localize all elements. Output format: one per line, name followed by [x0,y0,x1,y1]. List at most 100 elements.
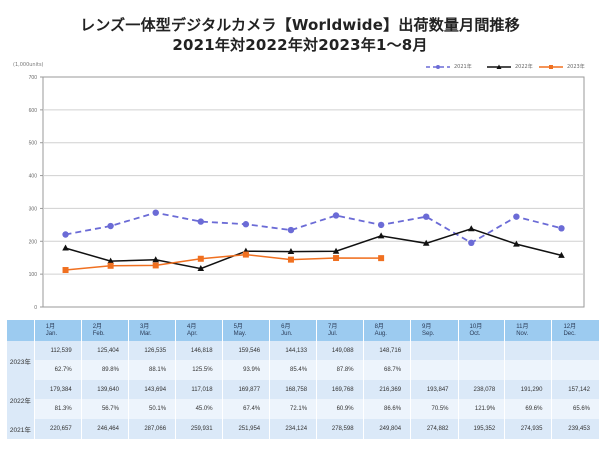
table-row-2023-pct: 62.7% 89.8% 88.1% 125.5% 93.9% 85.4% 87.8% 68.7… [7,360,600,380]
cell-2021-value: 251,954 [222,419,271,439]
cell-2023-value: 112,539 [34,341,82,360]
month-header-1: 1月 Jan. [34,320,82,341]
y-axis-unit-label: (1,000units) [13,62,44,68]
cell-2023-pct [458,360,506,380]
line-chart: 0 100 200 300 400 500 600 700 [29,75,585,311]
y-tick-label: 200 [29,239,38,245]
data-point-2022 [62,244,69,251]
cell-2022-value: 216,369 [363,380,412,399]
month-header-en: Nov. [516,330,529,337]
data-point-2021 [377,221,385,229]
month-header-en: Sep. [422,330,435,337]
plot-area [42,76,585,308]
month-header-en: Jun. [281,330,293,337]
cell-2021-value: 274,935 [504,419,553,439]
cell-2021-value: 220,657 [34,419,82,439]
month-header-jp: 2月 [92,323,103,330]
cell-2023-pct [551,360,600,380]
month-header-5: 5月 May. [222,320,271,341]
table-row-2022-values: 2022年 179,384 139,640 143,694 117,018 169,87… [7,380,600,419]
cell-2021-value: 234,124 [269,419,318,439]
data-point-2022 [287,248,295,255]
data-point-2022 [107,257,114,264]
data-point-2023 [197,255,204,262]
y-tick-label: 300 [29,206,38,212]
month-header-en: Oct. [469,330,481,337]
month-header-6: 6月 Jun. [269,320,318,341]
month-header-jp: 12月 [563,323,577,330]
cell-2023-pct: 85.4% [269,360,318,380]
cell-2022-value: 238,078 [458,380,506,399]
cell-2022-pct: 81.3% [34,399,82,419]
cell-2022-value: 169,877 [222,380,271,399]
cell-2022-pct: 56.7% [81,399,129,419]
cell-2021-value: 259,931 [175,419,223,439]
legend-item-2021: 2021年 [425,63,472,70]
data-point-2023 [333,255,340,262]
cell-2021-value: 246,464 [81,419,129,439]
data-point-2022 [197,265,205,272]
y-tick-label: 600 [29,108,38,114]
month-header-jp: 11月 [516,323,529,330]
month-header-12: 12月 Dec. [551,320,600,341]
cell-2022-value: 169,768 [316,380,364,399]
data-point-2022 [422,239,430,246]
month-header-en: May. [233,330,247,337]
month-header-en: Feb. [92,330,105,337]
data-point-2023 [152,262,159,269]
data-point-2022 [467,225,475,232]
month-header-9: 9月 Sep. [410,320,459,341]
data-point-2023 [287,256,294,263]
data-point-2022 [332,247,340,254]
cell-2021-value: 278,598 [316,419,364,439]
cell-2023-pct [410,360,459,380]
cell-2023-value: 144,133 [269,341,318,360]
month-header-jp: 10月 [469,323,483,330]
y-tick-label: 500 [29,141,38,147]
cell-2022-pct: 72.1% [269,399,318,419]
table-row-2023-values: 2023年 112,539 125,404 126,535 146,818 159,54… [7,341,600,380]
data-point-2021 [62,231,69,238]
month-header-en: Jan. [45,330,58,337]
data-point-2021 [513,213,520,220]
legend-label-2023: 2023年 [567,64,585,70]
cell-2023-pct: 125.5% [175,360,223,380]
data-point-2023 [107,262,114,269]
legend-swatch-2023 [539,64,563,69]
data-point-2021 [287,226,295,234]
row-label-2021: 2021年 [7,419,35,439]
cell-2022-value: 117,018 [175,380,223,399]
table-row-2022-pct: 81.3% 56.7% 50.1% 45.0% 67.4% 72.1% 60.9% 86.6%… [7,399,600,419]
cell-2023-pct: 93.9% [222,360,271,380]
legend-item-2022: 2022年 [486,63,533,70]
data-point-2022 [513,240,520,247]
cell-2023-value: 148,716 [363,341,412,360]
cell-2022-value: 139,640 [81,380,129,399]
data-point-2021 [152,209,159,216]
cell-2022-value: 179,384 [34,380,82,399]
month-header-8: 8月 Aug. [363,320,412,341]
cell-2022-pct: 86.6% [363,399,412,419]
cell-2022-pct: 70.5% [410,399,459,419]
data-point-2021 [332,212,340,219]
cell-2022-value: 191,290 [504,380,553,399]
month-header-en: Mar. [139,330,152,337]
data-point-2021 [242,221,250,228]
month-header-2: 2月 Feb. [81,320,129,341]
data-point-2021 [468,239,475,247]
legend-swatch-2022 [487,64,511,69]
month-header-7: 7月 Jul. [316,320,364,341]
cell-2023-value: 149,088 [316,341,364,360]
cell-2021-value: 249,804 [363,419,412,439]
cell-2022-pct: 121.9% [458,399,506,419]
cell-2023-pct: 89.8% [81,360,129,380]
y-tick-label: 0 [34,305,37,311]
cell-2021-value: 195,352 [458,419,506,439]
chart-title: レンズ一体型デジタルカメラ【Worldwide】出荷数量月間推移 [80,16,520,34]
y-tick-label: 400 [29,174,38,180]
cell-2021-value: 274,882 [410,419,459,439]
cell-2023-pct: 88.1% [128,360,177,380]
month-header-jp: 7月 [328,323,338,330]
cell-2022-pct: 50.1% [128,399,177,419]
cell-2023-value: 146,818 [175,341,223,360]
